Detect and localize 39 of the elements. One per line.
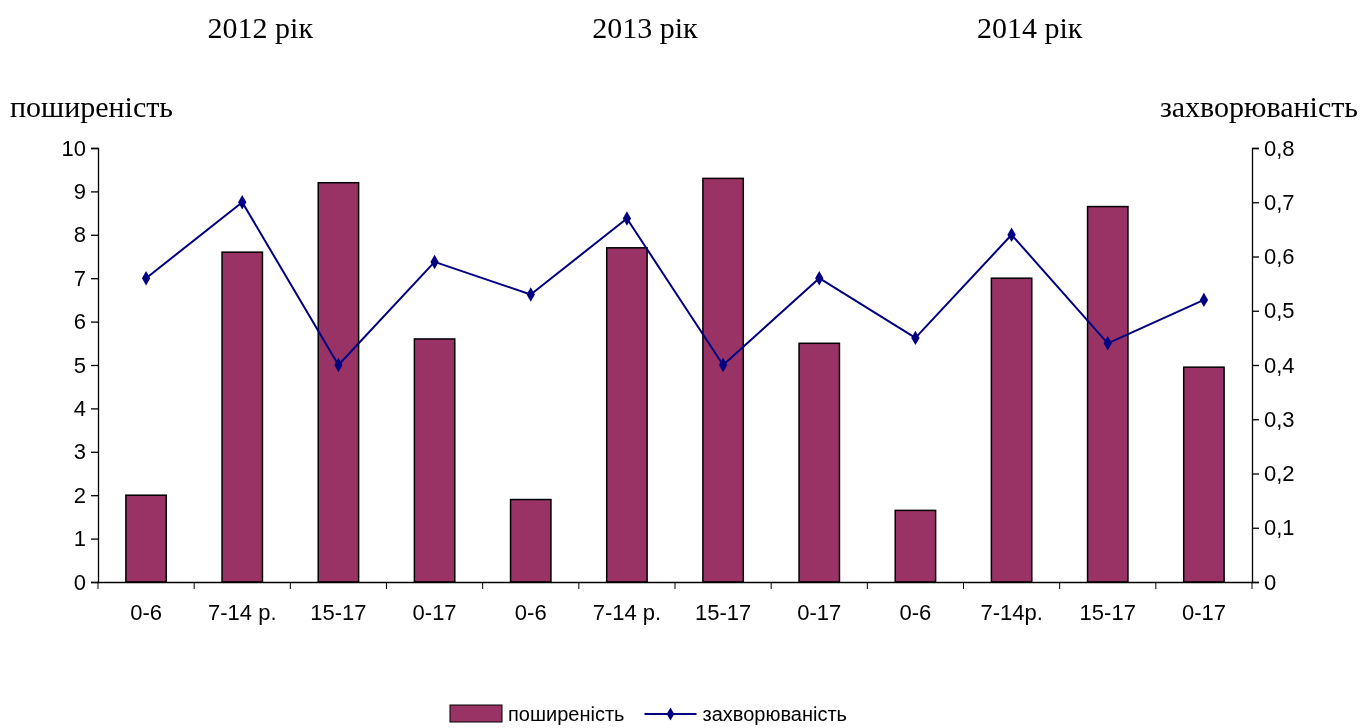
y-tick-label: 0 — [73, 569, 86, 595]
text: 2012 рік — [207, 11, 314, 44]
y-tick-label: 2 — [73, 482, 86, 508]
y2-tick-label: 0 — [1264, 569, 1277, 595]
x-tick-label: 7-14 р. — [208, 600, 277, 626]
x-tick-label: 15-17 — [694, 600, 752, 626]
y-tick-label: 1 — [73, 526, 86, 552]
y2-tick-label: 0,4 — [1264, 352, 1295, 378]
y-tick-label: 10 — [61, 135, 86, 161]
y2-tick-label: 0,1 — [1264, 515, 1295, 541]
y2-tick-label: 0,2 — [1264, 461, 1295, 487]
y-axis-title: поширеність — [10, 90, 174, 123]
x-tick-label: 15-17 — [1079, 600, 1136, 626]
y-tick-label: 5 — [73, 352, 86, 378]
y2-tick-label: 0,5 — [1264, 298, 1295, 324]
x-tick-label: 0-6 — [899, 600, 932, 626]
y-tick-label: 4 — [73, 395, 86, 421]
x-tick-label: 7-14 р. — [592, 600, 662, 626]
y2-tick-label: 0,6 — [1264, 244, 1295, 270]
x-tick-label: 0-6 — [130, 600, 162, 626]
x-tick-label: 0-17 — [797, 600, 842, 626]
x-tick-label: 0-17 — [412, 600, 457, 626]
y2-tick-label: 0,8 — [1264, 135, 1295, 161]
y2-tick-label: 0,3 — [1264, 406, 1295, 432]
legend-label: захворюваність — [702, 703, 848, 725]
y-tick-label: 7 — [73, 265, 86, 291]
y-tick-label: 3 — [73, 439, 86, 465]
y2-axis-title: захворюваність — [1159, 90, 1358, 123]
y2-tick-label: 0,7 — [1264, 189, 1295, 215]
legend-label: поширеність — [508, 703, 625, 725]
x-tick-label: 0-6 — [514, 600, 547, 626]
x-tick-label: 7-14р. — [980, 600, 1043, 626]
x-tick-label: 15-17 — [310, 600, 367, 626]
y-tick-label: 8 — [73, 222, 86, 248]
y-tick-label: 6 — [73, 309, 86, 335]
text: 2013 рік — [592, 11, 699, 44]
y-tick-label: 9 — [73, 178, 86, 204]
text: 2014 рік — [976, 11, 1083, 44]
x-tick-label: 0-17 — [1181, 600, 1226, 626]
